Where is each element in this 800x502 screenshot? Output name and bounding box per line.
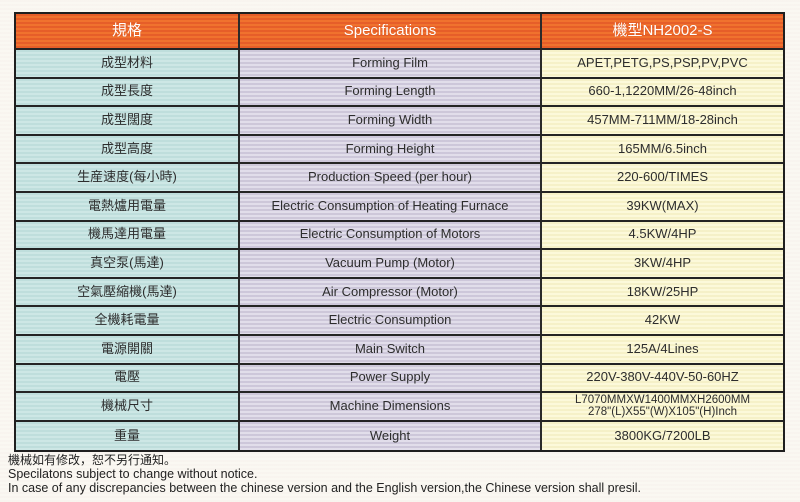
spec-value-line: 3800KG/7200LB: [614, 427, 711, 443]
spec-name-cn-cell: 電熱爐用電量: [16, 192, 240, 220]
spec-name-cn-cell: 機械尺寸: [16, 393, 240, 420]
spec-table-header-row: 規格 Specifications 機型NH2002-S: [16, 14, 783, 50]
spec-name-cn-cell: 電源開關: [16, 335, 240, 363]
table-row: 電熱爐用電量 Electric Consumption of Heating F…: [16, 192, 783, 222]
spec-value-line: 39KW(MAX): [626, 197, 699, 213]
table-row: 生産速度(每小時) Production Speed (per hour) 22…: [16, 164, 783, 193]
spec-table-body: 成型材料 Forming Film APET,PETG,PS,PSP,PV,PV…: [16, 50, 783, 451]
spec-name-en-cell: Power Supply: [240, 364, 542, 392]
spec-value-cell: 3KW/4HP: [542, 250, 783, 277]
spec-value-cell: 220-600/TIMES: [542, 164, 783, 191]
spec-name-en-cell: Air Compressor (Motor): [240, 278, 542, 306]
spec-value-cell: 165MM/6.5inch: [542, 135, 783, 163]
spec-value-line: 278"(L)X55"(W)X105"(H)Inch: [587, 406, 738, 419]
spec-value-cell: 42KW: [542, 307, 783, 334]
spec-value-line: 220-600/TIMES: [616, 169, 709, 185]
spec-value-cell: 4.5KW/4HP: [542, 221, 783, 249]
spec-value-cell: 457MM-711MM/18-28inch: [542, 107, 783, 134]
spec-name-cn-cell: 機馬達用電量: [16, 221, 240, 249]
spec-table: 規格 Specifications 機型NH2002-S 成型材料 Formin…: [14, 12, 785, 453]
footer-note-cn: 機械如有修改，恕不另行通知。: [8, 453, 177, 467]
spec-value-line: 3KW/4HP: [633, 254, 692, 270]
table-row: 真空泵(馬達) Vacuum Pump (Motor) 3KW/4HP: [16, 250, 783, 279]
spec-name-en-cell: Forming Width: [240, 107, 542, 134]
spec-name-cn-cell: 空氣壓縮機(馬達): [16, 278, 240, 306]
spec-value-line: L7070MMXW1400MMXH2600MM: [574, 393, 751, 406]
spec-value-line: 660-1,1220MM/26-48inch: [588, 83, 737, 99]
spec-name-en-cell: Vacuum Pump (Motor): [240, 250, 542, 277]
spec-value-cell: 3800KG/7200LB: [542, 421, 783, 451]
spec-name-cn-cell: 成型高度: [16, 135, 240, 163]
spec-value-cell: 39KW(MAX): [542, 192, 783, 220]
spec-name-cn-cell: 成型長度: [16, 78, 240, 106]
spec-value-cell: L7070MMXW1400MMXH2600MM 278"(L)X55"(W)X10…: [542, 393, 783, 420]
header-cell-model: 機型NH2002-S: [542, 14, 783, 48]
footer-note-discrepancy: In case of any discrepancies between the…: [8, 480, 642, 495]
table-row: 重量 Weight 3800KG/7200LB: [16, 421, 783, 451]
spec-name-en-cell: Production Speed (per hour): [240, 164, 542, 191]
spec-value-line: 165MM/6.5inch: [618, 140, 707, 156]
spec-value-line: 220V-380V-440V-50-60HZ: [586, 369, 739, 385]
footer-note-change-notice: Specilatons subject to change without no…: [8, 467, 258, 481]
table-row: 電壓 Power Supply 220V-380V-440V-50-60HZ: [16, 364, 783, 394]
spec-name-en-cell: Forming Height: [240, 135, 542, 163]
table-row: 全機耗電量 Electric Consumption 42KW: [16, 307, 783, 336]
spec-value-line: 4.5KW/4HP: [628, 226, 697, 242]
header-cell-specifications: Specifications: [240, 14, 542, 48]
spec-value-cell: 660-1,1220MM/26-48inch: [542, 78, 783, 106]
table-row: 成型材料 Forming Film APET,PETG,PS,PSP,PV,PV…: [16, 50, 783, 79]
spec-name-en-cell: Weight: [240, 421, 542, 451]
table-row: 成型闊度 Forming Width 457MM-711MM/18-28inch: [16, 107, 783, 136]
table-row: 成型長度 Forming Length 660-1,1220MM/26-48in…: [16, 78, 783, 108]
spec-name-en-cell: Forming Film: [240, 50, 542, 77]
spec-value-line: 18KW/25HP: [626, 283, 699, 299]
spec-value-line: 42KW: [644, 312, 681, 328]
spec-name-cn-cell: 真空泵(馬達): [16, 250, 240, 277]
table-row: 機馬達用電量 Electric Consumption of Motors 4.…: [16, 221, 783, 251]
spec-name-cn-cell: 成型闊度: [16, 107, 240, 134]
spec-value-cell: 125A/4Lines: [542, 335, 783, 363]
spec-value-line: 125A/4Lines: [626, 340, 699, 356]
spec-name-en-cell: Main Switch: [240, 335, 542, 363]
spec-name-en-cell: Machine Dimensions: [240, 393, 542, 420]
table-row: 成型高度 Forming Height 165MM/6.5inch: [16, 135, 783, 165]
spec-value-cell: APET,PETG,PS,PSP,PV,PVC: [542, 50, 783, 77]
header-cell-spec-cn: 規格: [16, 14, 240, 48]
spec-value-cell: 18KW/25HP: [542, 278, 783, 306]
spec-name-en-cell: Electric Consumption: [240, 307, 542, 334]
table-row: 空氣壓縮機(馬達) Air Compressor (Motor) 18KW/25…: [16, 278, 783, 308]
table-row: 電源開關 Main Switch 125A/4Lines: [16, 335, 783, 365]
spec-name-en-cell: Electric Consumption of Heating Furnace: [240, 192, 542, 220]
footer-notes: 機械如有修改，恕不另行通知。 Specilatons subject to ch…: [8, 453, 641, 495]
spec-value-line: 457MM-711MM/18-28inch: [587, 112, 738, 128]
spec-name-cn-cell: 成型材料: [16, 50, 240, 77]
spec-name-en-cell: Forming Length: [240, 78, 542, 106]
spec-name-cn-cell: 重量: [16, 421, 240, 451]
spec-name-cn-cell: 生産速度(每小時): [16, 164, 240, 191]
spec-name-en-cell: Electric Consumption of Motors: [240, 221, 542, 249]
spec-value-line: APET,PETG,PS,PSP,PV,PVC: [577, 54, 748, 70]
spec-name-cn-cell: 全機耗電量: [16, 307, 240, 334]
spec-value-cell: 220V-380V-440V-50-60HZ: [542, 364, 783, 392]
table-row: 機械尺寸 Machine Dimensions L7070MMXW1400MMX…: [16, 393, 783, 422]
spec-name-cn-cell: 電壓: [16, 364, 240, 392]
